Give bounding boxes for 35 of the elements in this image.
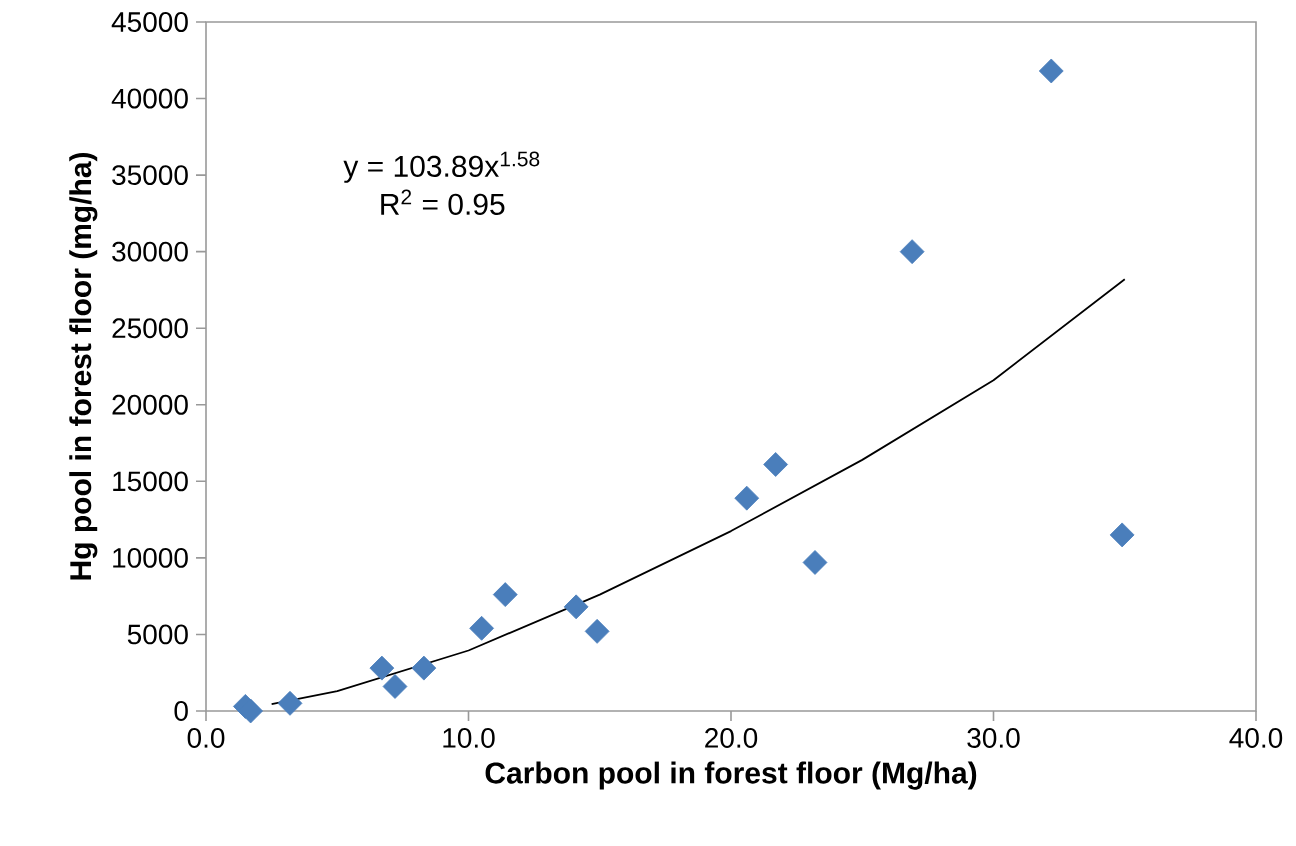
point: [734, 485, 760, 511]
point: [802, 550, 828, 575]
x-tick-label: 0.0: [187, 728, 225, 748]
annotation: R$^{2}$ = 0.95: [381, 189, 505, 215]
point: [563, 594, 589, 620]
point: [899, 239, 925, 265]
point: [382, 674, 408, 699]
x-tick-label: 30.0: [967, 728, 1020, 748]
point: [238, 698, 263, 724]
x-axis-title: Carbon pool in forest floor (Mg/ha): [485, 761, 977, 790]
x-tick-label: 20.0: [705, 728, 758, 748]
point: [411, 655, 437, 681]
x-tick-label: 40.0: [1229, 728, 1283, 748]
point: [584, 618, 610, 644]
point: [1038, 58, 1064, 84]
y-tick-label: 15000: [113, 471, 188, 492]
y-tick-label: 10000: [113, 547, 188, 568]
line-series: [270, 278, 1126, 705]
point: [277, 690, 303, 716]
y-tick-label: 30000: [112, 241, 188, 262]
y-tick-label: 20000: [112, 394, 188, 415]
y-axis-title: Hg pool in forest floor (mg/ha): [69, 152, 98, 580]
point: [492, 582, 518, 608]
point: [763, 452, 788, 477]
annotation: y = 103.89x$^{1.58}$: [343, 151, 540, 183]
y-tick-label: 45000: [111, 12, 188, 32]
point: [1109, 522, 1135, 548]
point: [469, 615, 494, 641]
point: [369, 655, 395, 681]
y-tick-label: 25000: [112, 318, 188, 339]
y-tick-label: 35000: [112, 165, 188, 186]
y-tick-label: 5000: [127, 624, 188, 645]
x-tick-label: 10.0: [443, 728, 495, 748]
y-tick-label: 40000: [111, 88, 188, 109]
y-tick-label: 0: [174, 701, 188, 721]
